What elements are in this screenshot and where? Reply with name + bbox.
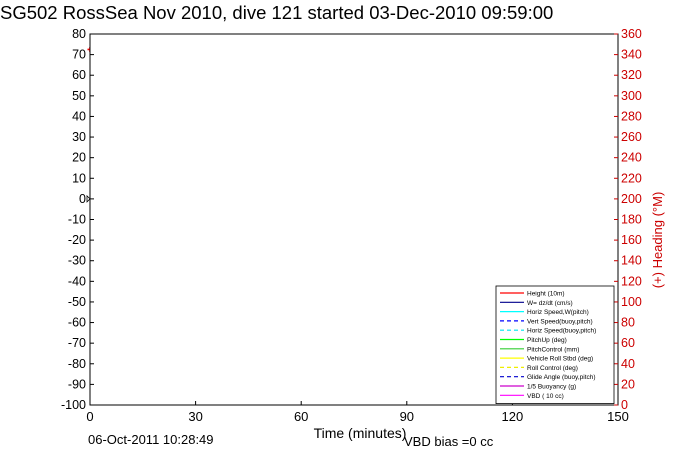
x-tick-label: 30 [188,409,202,424]
y2-tick-label: 100 [621,295,642,309]
y2-tick-label: 120 [621,274,642,288]
legend-entry: Height (10m) [527,291,565,298]
y-tick-label: -30 [68,254,86,268]
y-tick-label: 20 [72,151,86,165]
y2-tick-label: 40 [621,357,635,371]
y2-tick-label: 20 [621,377,635,391]
y2-tick-label: 80 [621,316,635,330]
y-tick-label: -40 [68,274,86,288]
x-axis-label: Time (minutes) [314,425,407,441]
legend-entry: Glide Angle (buoy,pitch) [527,374,596,381]
legend-entry: W= dz/dt (cm/s) [527,300,573,307]
y2-tick-label: 220 [621,171,642,185]
y2-tick-label: 60 [621,336,635,350]
y-tick-label: -50 [68,295,86,309]
y-tick-label: 30 [72,130,86,144]
x-tick-label: 150 [607,409,629,424]
y-tick-label: 0 [79,192,86,206]
legend-entry: 1/5 Buoyancy (g) [527,384,576,391]
y-tick-label: 40 [72,109,86,123]
legend-entry: Horiz Speed,W(pitch) [527,309,589,316]
x-tick-label: 60 [294,409,308,424]
y2-tick-label: 140 [621,254,642,268]
x-tick-label: 120 [502,409,524,424]
y-tick-label: -20 [68,233,86,247]
y2-tick-label: 280 [621,109,642,123]
legend-entry: PitchUp (deg) [527,337,567,344]
x-tick-label: 0 [86,409,93,424]
y2-tick-label: 360 [621,27,642,41]
y2-tick-label: 0 [621,398,628,412]
legend-box [495,285,615,404]
y2-axis-label: (+) Heading (°M) [650,192,665,289]
y2-tick-label: 240 [621,151,642,165]
y2-tick-label: 160 [621,233,642,247]
page-title: SG502 RossSea Nov 2010, dive 121 started… [0,2,554,23]
y2-tick-label: 320 [621,68,642,82]
y-tick-label: 10 [72,171,86,185]
x-tick-label: 90 [400,409,414,424]
y-tick-label: -60 [68,316,86,330]
legend: Height (10m) W= dz/dt (cm/s) Horiz Speed,W… [495,285,615,404]
legend-entry: VBD ( 10 cc) [527,393,564,400]
y2-tick-label: 180 [621,213,642,227]
legend-entry: Vehicle Roll Stbd (deg) [527,356,593,363]
legend-entry: Horiz Speed(buoy,pitch) [527,328,596,335]
y-tick-label: -10 [68,213,86,227]
y2-tick-label: 340 [621,48,642,62]
legend-entry: Vert Speed(buoy,pitch) [527,318,593,325]
vbd-bias: VBD bias =0 cc [404,434,494,449]
legend-entry: Roll Control (deg) [527,365,578,372]
y-tick-label: 70 [72,48,86,62]
y2-tick-label: 200 [621,192,642,206]
legend-entry: PitchControl (mm) [527,346,579,353]
y2-tick-label: 260 [621,130,642,144]
y-tick-label: -90 [68,377,86,391]
y-tick-label: 50 [72,89,86,103]
timestamp: 06-Oct-2011 10:28:49 [88,432,214,447]
y-tick-label: -100 [61,398,86,412]
y-tick-label: -80 [68,357,86,371]
y2-tick-label: 300 [621,89,642,103]
y-tick-label: 80 [72,27,86,41]
y-tick-label: -70 [68,336,86,350]
y-tick-label: 60 [72,68,86,82]
